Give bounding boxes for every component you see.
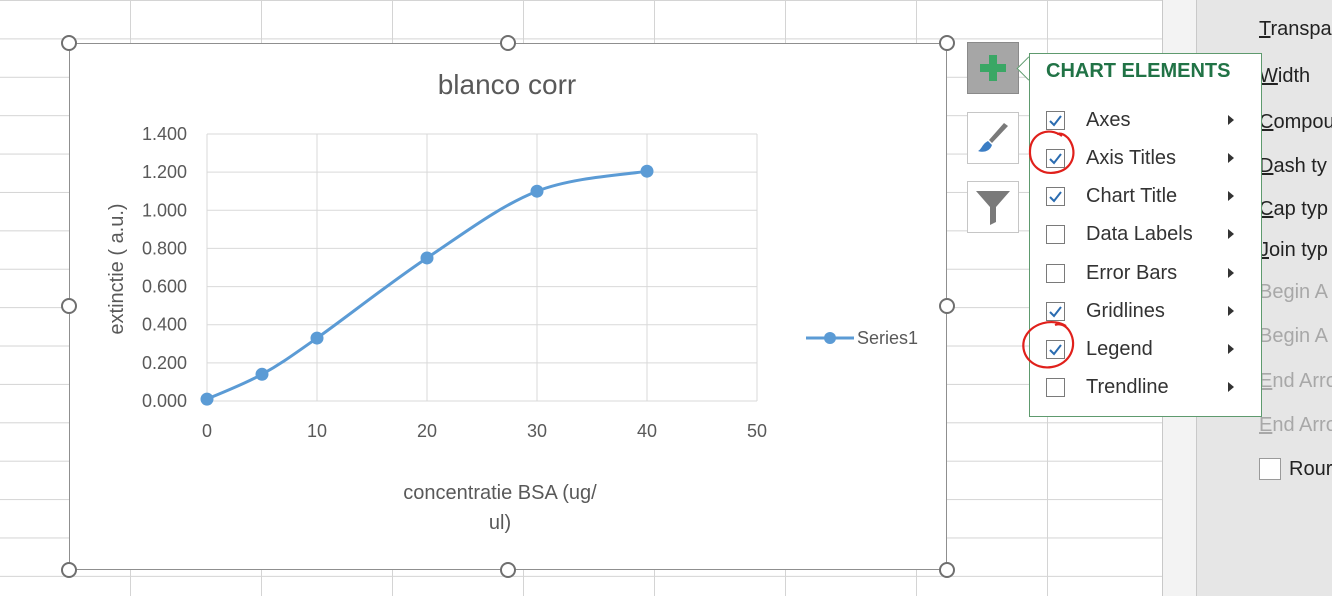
chart-element-data-labels[interactable]: Data Labels [1030,216,1261,254]
chart-element-trendline[interactable]: Trendline [1030,369,1261,407]
chart-element-axes[interactable]: Axes [1030,102,1261,140]
chart-resize-handle-bottom[interactable] [500,562,516,578]
rounded-corners-checkbox[interactable] [1259,458,1281,480]
pane-cap-type-label[interactable]: Cap typ [1259,198,1328,220]
chart-resize-handle-left[interactable] [61,298,77,314]
legend-label: Legend [1086,338,1153,360]
line-chart: 0.000 0.200 0.400 0.600 0.800 1.000 1.200 1.400… [106,69,918,534]
pane-width-label[interactable]: Width [1259,65,1311,87]
y-axis-title[interactable]: extinctie ( a.u.) [106,203,128,334]
paintbrush-icon [978,123,1008,152]
chart-styles-button[interactable] [967,112,1019,164]
gridlines-checkbox[interactable] [1046,302,1065,321]
pane-end-arrow-type-label: End Arro [1259,370,1332,392]
chart-resize-handle-right[interactable] [939,298,955,314]
pane-transparency-label[interactable]: Transpa [1259,18,1332,40]
chart-resize-handle-top-left[interactable] [61,35,77,51]
data-labels-checkbox[interactable] [1046,225,1065,244]
axes-label: Axes [1086,109,1131,131]
axis-titles-checkbox[interactable] [1046,149,1065,168]
checkmark-icon [1049,153,1062,165]
y-tick-label: 0.200 [142,353,187,373]
x-tick-label: 10 [307,421,327,441]
trendline-checkbox[interactable] [1046,378,1065,397]
chevron-right-icon[interactable] [1228,344,1234,354]
pane-begin-arrow-type-label: Begin A [1259,281,1328,303]
chart-resize-handle-top-right[interactable] [939,35,955,51]
data-point-marker[interactable] [200,392,214,406]
pane-dash-type-label[interactable]: Dash ty [1259,155,1327,177]
data-point-marker[interactable] [530,184,544,198]
y-tick-label: 0.800 [142,238,187,258]
data-point-marker[interactable] [255,367,269,381]
chevron-right-icon[interactable] [1228,306,1234,316]
filter-icon [976,191,1010,225]
x-axis-title-line-1[interactable]: concentratie BSA (ug/ [403,482,597,504]
chart-legend[interactable]: Series1 [806,328,918,348]
axes-checkbox[interactable] [1046,111,1065,130]
x-tick-label: 40 [637,421,657,441]
error-bars-checkbox[interactable] [1046,264,1065,283]
data-point-marker[interactable] [420,251,434,265]
y-tick-label: 0.400 [142,315,187,335]
rounded-corners-label[interactable]: Rour [1289,458,1332,480]
checkmark-icon [1049,344,1062,356]
y-tick-label: 1.400 [142,124,187,144]
chart-title-label: Chart Title [1086,185,1178,207]
chart-element-legend[interactable]: Legend [1030,331,1261,369]
chevron-right-icon[interactable] [1228,382,1234,392]
checkmark-icon [1049,191,1062,203]
plus-icon [980,55,1006,81]
chart-area[interactable]: 0.000 0.200 0.400 0.600 0.800 1.000 1.200 1.400… [69,43,947,570]
x-tick-label: 50 [747,421,767,441]
trendline-label: Trendline [1086,376,1169,398]
data-labels-label: Data Labels [1086,223,1193,245]
legend-series-marker [824,332,836,344]
checkmark-icon [1049,306,1062,318]
chevron-right-icon[interactable] [1228,268,1234,278]
gridlines-label: Gridlines [1086,300,1165,322]
axis-titles-label: Axis Titles [1086,147,1177,169]
legend-series-label: Series1 [857,328,918,348]
chart-element-axis-titles[interactable]: Axis Titles [1030,140,1261,178]
x-tick-label: 30 [527,421,547,441]
chart-resize-handle-top[interactable] [500,35,516,51]
x-tick-label: 20 [417,421,437,441]
chart-element-chart-title[interactable]: Chart Title [1030,178,1261,216]
y-tick-label: 0.000 [142,391,187,411]
data-point-marker[interactable] [640,164,654,178]
chart-element-error-bars[interactable]: Error Bars [1030,255,1261,293]
chevron-right-icon[interactable] [1228,153,1234,163]
pane-compound-type-label[interactable]: Compou [1259,111,1332,133]
chart-filters-button[interactable] [967,181,1019,233]
x-tick-label: 0 [202,421,212,441]
x-axis-title-line-2[interactable]: ul) [489,512,511,534]
chevron-right-icon[interactable] [1228,191,1234,201]
chart-resize-handle-bottom-left[interactable] [61,562,77,578]
chart-elements-title: CHART ELEMENTS [1046,60,1231,82]
pane-begin-arrow-size-label: Begin A [1259,325,1328,347]
legend-checkbox[interactable] [1046,340,1065,359]
y-tick-label: 0.600 [142,277,187,297]
chart-title[interactable]: blanco corr [438,69,577,100]
checkmark-icon [1049,115,1062,127]
pane-join-type-label[interactable]: Join typ [1259,239,1328,261]
chart-resize-handle-bottom-right[interactable] [939,562,955,578]
pane-end-arrow-size-label: End Arro [1259,414,1332,436]
chart-elements-button[interactable] [967,42,1019,94]
y-tick-label: 1.000 [142,200,187,220]
error-bars-label: Error Bars [1086,262,1178,284]
chart-element-gridlines[interactable]: Gridlines [1030,293,1261,331]
chart-elements-flyout: CHART ELEMENTS Axes Axis Titles Chart Titl… [1029,53,1262,417]
y-tick-label: 1.200 [142,162,187,182]
chart-title-checkbox[interactable] [1046,187,1065,206]
data-point-marker[interactable] [310,331,324,345]
chevron-right-icon[interactable] [1228,229,1234,239]
chevron-right-icon[interactable] [1228,115,1234,125]
